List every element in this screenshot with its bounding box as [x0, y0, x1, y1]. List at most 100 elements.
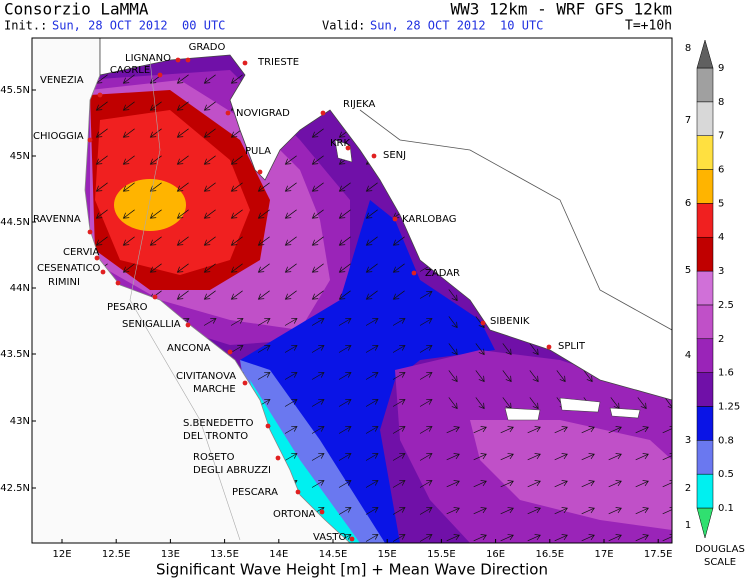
arrow	[257, 290, 270, 300]
arrow	[392, 507, 406, 515]
arrow	[473, 453, 487, 461]
arrow	[176, 209, 189, 219]
arrow	[473, 480, 487, 488]
arrow	[365, 372, 379, 380]
city-dot	[480, 320, 486, 326]
arrow	[635, 426, 649, 434]
arrow	[608, 453, 622, 461]
city-dot	[185, 57, 191, 63]
arrow	[554, 453, 568, 461]
arrow	[365, 209, 378, 219]
city-dot	[185, 322, 191, 328]
city-label: RAVENNA	[33, 214, 81, 225]
arrow	[284, 182, 297, 192]
city-dot	[242, 380, 248, 386]
arrow	[446, 453, 460, 461]
arrow	[122, 236, 135, 246]
arrow	[203, 182, 216, 192]
colorbar-swatch	[696, 135, 714, 170]
arrow	[338, 426, 352, 434]
colorbar-label: 0.8	[718, 435, 734, 446]
city-label: MARCHE	[193, 384, 236, 395]
city-label: S.BENEDETTO	[183, 418, 254, 429]
arrow	[338, 290, 351, 300]
arrow	[365, 426, 379, 434]
arrow	[257, 372, 271, 380]
arrow	[419, 318, 433, 326]
arrow	[95, 128, 108, 138]
city-dot	[115, 280, 121, 286]
arrow	[554, 534, 568, 542]
island	[609, 407, 641, 419]
arrow	[473, 426, 487, 434]
arrow	[529, 397, 539, 410]
arrow	[392, 426, 406, 434]
arrow	[446, 507, 460, 515]
lat-label: 45.5N	[0, 85, 30, 96]
arrow	[257, 318, 271, 326]
arrow	[284, 236, 297, 246]
arrow	[203, 236, 216, 246]
city-label: DEL TRONTO	[183, 431, 248, 442]
arrow	[338, 236, 351, 246]
arrow	[527, 480, 541, 488]
arrow	[635, 480, 649, 488]
arrow	[338, 318, 352, 326]
city-dot	[265, 423, 271, 429]
arrow	[392, 318, 406, 326]
colorbar-label: 8	[718, 97, 724, 108]
arrow	[284, 453, 298, 461]
arrow	[338, 263, 351, 273]
arrow	[338, 182, 351, 192]
border	[359, 109, 672, 331]
city-label: LIGNANO	[125, 53, 171, 64]
arrow	[527, 426, 541, 434]
colorbar-label: 9	[718, 63, 724, 74]
arrow	[257, 236, 270, 246]
arrow	[608, 480, 622, 488]
arrow	[176, 101, 189, 111]
arrow	[257, 263, 270, 273]
arrow	[419, 345, 433, 353]
arrow	[95, 209, 108, 219]
city-label: TRIESTE	[257, 57, 299, 68]
arrow	[475, 397, 485, 410]
arrow	[635, 453, 649, 461]
city-label: PESARO	[107, 302, 148, 313]
lat-label: 42.5N	[0, 483, 30, 494]
arrow	[448, 343, 458, 356]
arrow	[311, 372, 325, 380]
lead-time: T=+10h	[625, 19, 672, 34]
douglas-level: 5	[685, 265, 691, 276]
city-dot	[319, 509, 325, 515]
city-dot	[546, 344, 552, 350]
arrow	[529, 343, 539, 356]
arrow	[284, 290, 297, 300]
lat-label: 43N	[10, 416, 30, 427]
city-dot	[371, 153, 377, 159]
city-label: SIBENIK	[490, 316, 530, 327]
arrow	[284, 318, 298, 326]
colorbar-swatch	[696, 304, 714, 340]
arrow	[311, 236, 324, 246]
lon-label: 12E	[52, 549, 71, 560]
city-dot	[320, 110, 326, 116]
arrow	[365, 182, 378, 192]
arrow	[502, 343, 512, 356]
lon-label: 15.5E	[427, 549, 456, 560]
arrow	[448, 289, 458, 302]
arrow	[392, 534, 406, 542]
city-label: CHIOGGIA	[33, 131, 84, 142]
arrow	[338, 399, 352, 407]
land-balkans	[99, 38, 672, 401]
band	[114, 179, 186, 231]
colorbar-label: 3	[718, 266, 724, 277]
lon-label: 17.5E	[644, 549, 673, 560]
arrow	[581, 480, 595, 488]
lon-label: 12.5E	[102, 549, 131, 560]
arrow	[473, 507, 487, 515]
arrow	[448, 397, 458, 410]
arrow	[284, 372, 298, 380]
arrow	[149, 236, 162, 246]
